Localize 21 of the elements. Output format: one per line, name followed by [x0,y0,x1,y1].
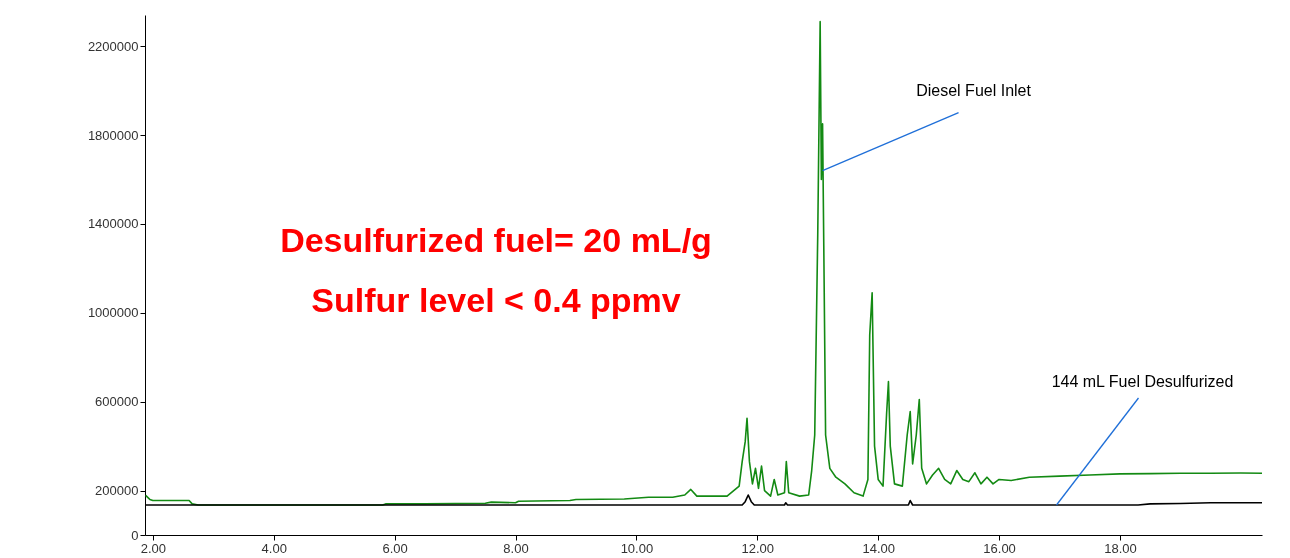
x-tick-label: 2.00 [140,540,167,556]
y-tick-label: 1400000 [87,216,139,232]
y-tick-label: 200000 [95,483,139,499]
x-tick-label: 14.00 [862,540,895,556]
x-tick-label: 8.00 [503,540,529,556]
x-tick-label: 6.00 [382,540,408,556]
y-tick-label: 2200000 [87,38,139,54]
y-tick-label: 1800000 [87,127,139,143]
line-series [144,20,1263,506]
x-tick-label: 4.00 [261,540,287,556]
annotation: Sulfur level < 0.4 ppmv [311,281,681,319]
y-tick-label: 1000000 [87,305,139,321]
annotation: Desulfurized fuel= 20 mL/g [280,221,712,259]
y-tick-label: 600000 [95,394,139,410]
x-tick-label: 10.00 [620,540,654,556]
x-tick-label: 12.00 [741,540,775,556]
annotation: Diesel Fuel Inlet [916,81,1032,99]
annotation: 144 mL Fuel Desulfurized [1051,373,1234,390]
y-tick-label: 0 [131,527,139,543]
x-tick-label: 16.00 [983,540,1016,556]
x-tick-label: 18.00 [1104,540,1137,556]
